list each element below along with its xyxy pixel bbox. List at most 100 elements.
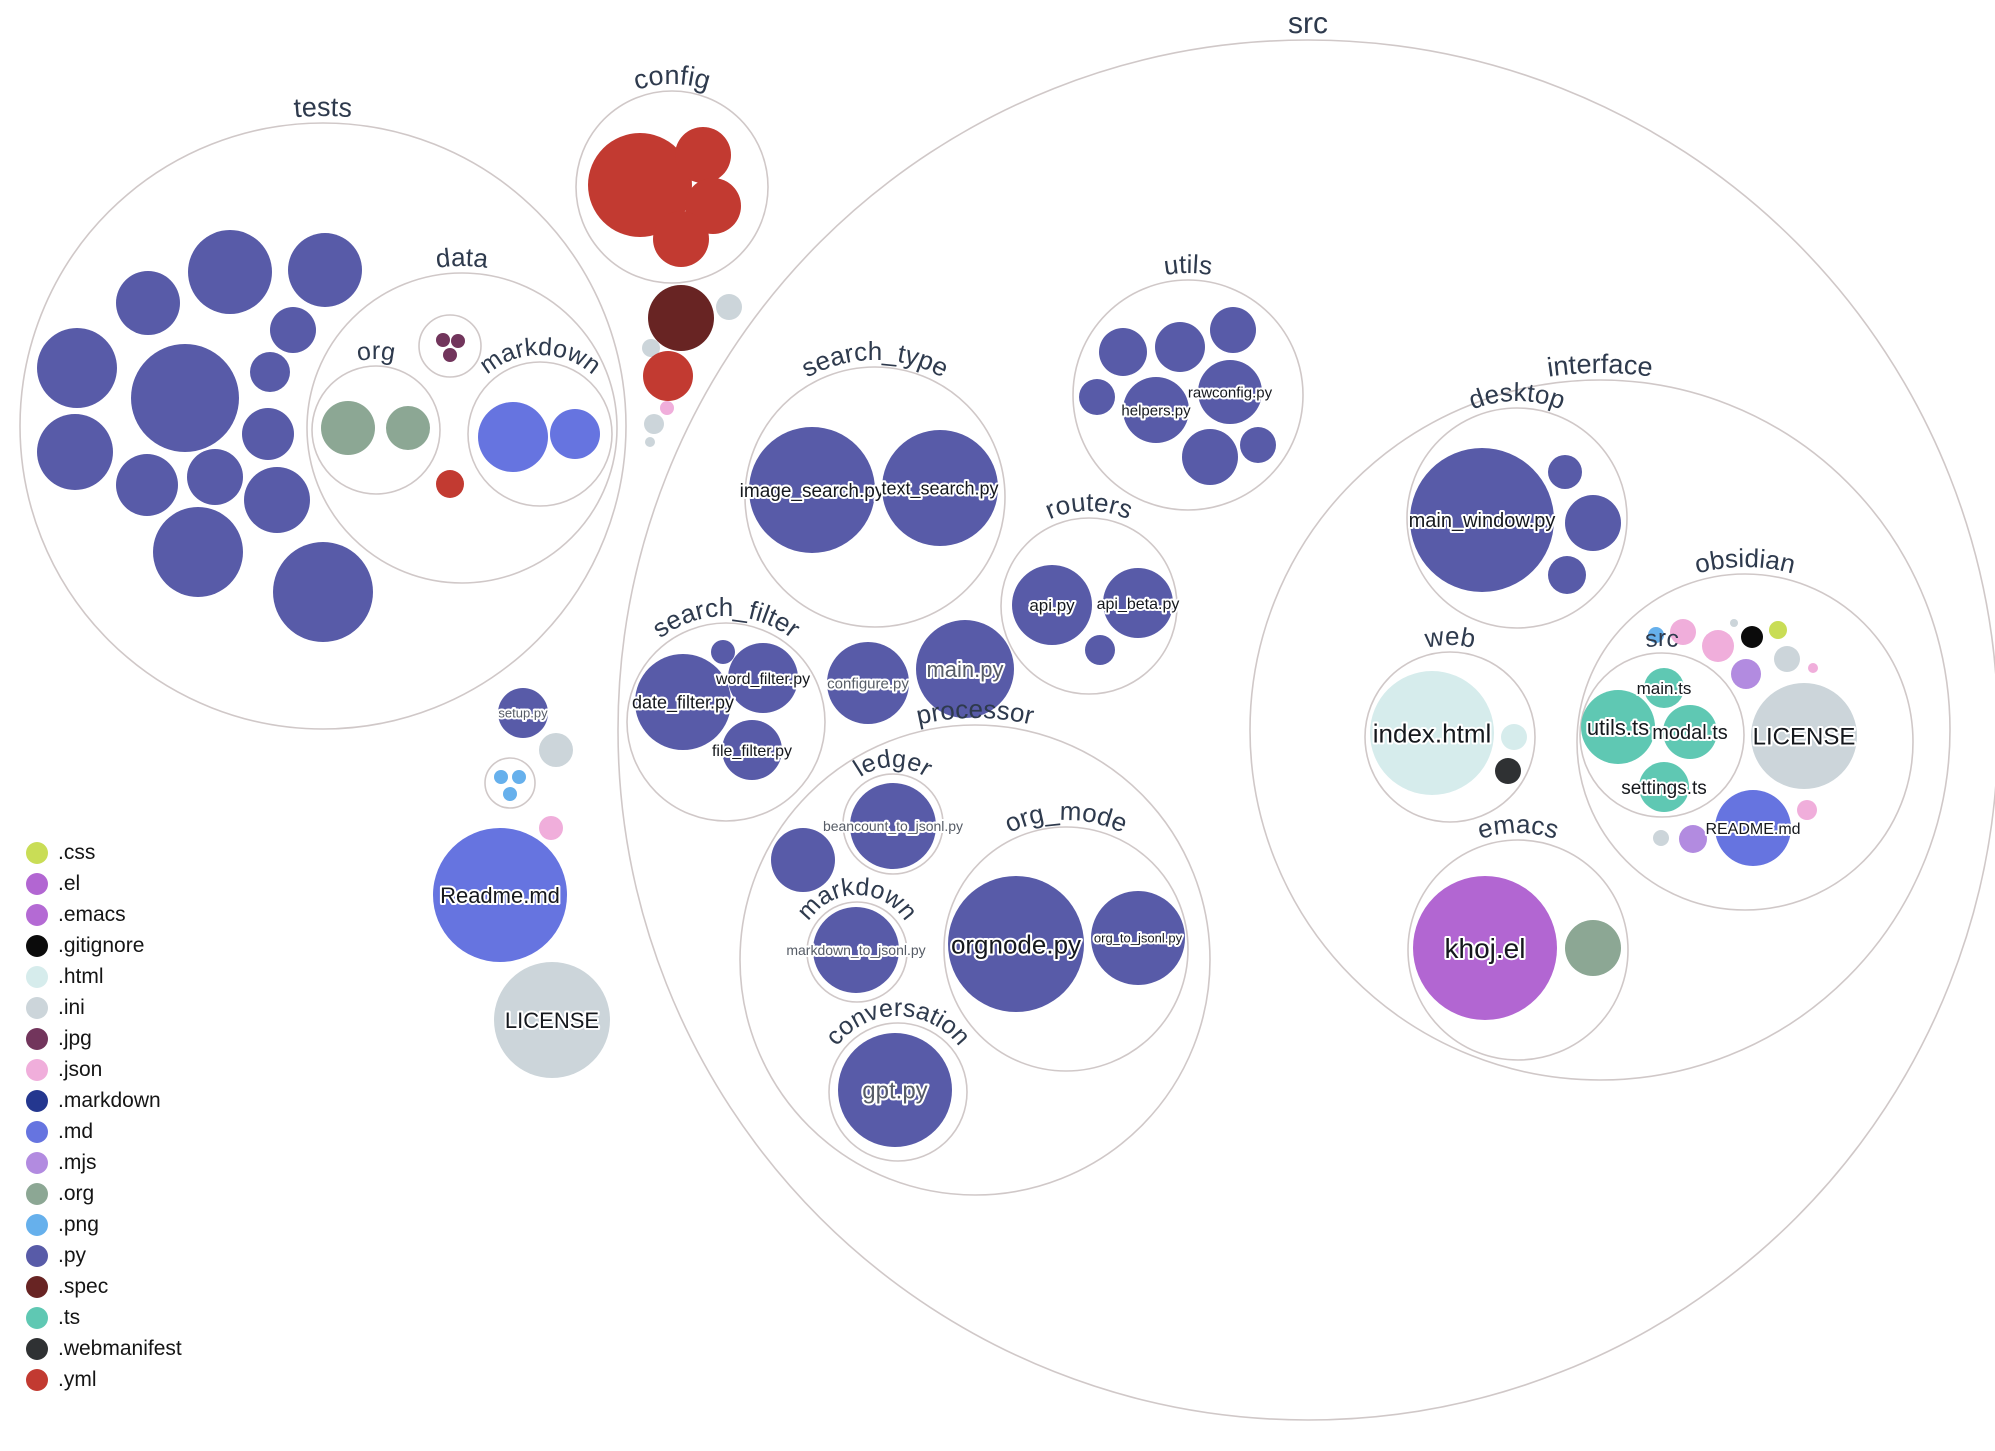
file-circle-main_window.py bbox=[1410, 448, 1554, 592]
directory-label-interface: interface bbox=[1545, 349, 1654, 383]
file-circle-setup.py bbox=[498, 688, 548, 738]
legend-label: .py bbox=[58, 1244, 87, 1267]
legend-item-markdown: .markdown bbox=[26, 1089, 182, 1112]
file-circle-ini-file bbox=[716, 294, 742, 320]
file-circle-html-file bbox=[1501, 724, 1527, 750]
legend-item-emacs: .emacs bbox=[26, 903, 182, 926]
file-circle-ini-file bbox=[642, 339, 660, 357]
legend-item-py: .py bbox=[26, 1244, 182, 1267]
file-circle-main.ts bbox=[1644, 668, 1684, 708]
file-circle-py-file bbox=[187, 449, 243, 505]
file-circle-ini-file bbox=[1730, 619, 1738, 627]
py-swatch-icon bbox=[26, 1245, 48, 1267]
legend-label: .webmanifest bbox=[58, 1337, 182, 1360]
file-circle-py-file bbox=[242, 408, 294, 460]
file-label-helpers.py: helpers.py bbox=[1121, 402, 1191, 419]
file-circle-py-file bbox=[711, 640, 735, 664]
file-circle-ini-file bbox=[1653, 830, 1669, 846]
file-label-main.py: main.py bbox=[926, 657, 1003, 682]
legend: .css .el .emacs .gitignore .html .ini .jpg .jso… bbox=[26, 841, 182, 1400]
legend-item-jpg: .jpg bbox=[26, 1027, 182, 1050]
file-circle-py-file bbox=[1085, 635, 1115, 665]
ini-swatch-icon bbox=[26, 997, 48, 1019]
file-label-image_search.py: image_search.py bbox=[740, 481, 885, 502]
legend-item-ini: .ini bbox=[26, 996, 182, 1019]
json-swatch-icon bbox=[26, 1059, 48, 1081]
legend-item-el: .el bbox=[26, 872, 182, 895]
directory-label-text-src: src bbox=[1288, 7, 1329, 40]
file-circle-Readme.md bbox=[433, 828, 567, 962]
file-circle-json-file bbox=[1702, 630, 1734, 662]
file-circle-py-file bbox=[116, 271, 180, 335]
file-circle-ini-file bbox=[645, 437, 655, 447]
el-swatch-icon bbox=[26, 873, 48, 895]
file-circle-py-file bbox=[250, 352, 290, 392]
legend-label: .css bbox=[58, 841, 96, 864]
directory-label-text-src-obsidian: src bbox=[1644, 625, 1680, 653]
file-label-Readme.md: Readme.md bbox=[440, 883, 560, 908]
file-circle-mjs-file bbox=[1679, 825, 1707, 853]
file-circle-py-file bbox=[244, 467, 310, 533]
css-swatch-icon bbox=[26, 842, 48, 864]
file-label-api.py: api.py bbox=[1029, 596, 1075, 615]
file-circle-beancount_to_jsonl.py bbox=[850, 783, 936, 869]
file-label-orgnode.py: orgnode.py bbox=[951, 929, 1081, 959]
md-swatch-icon bbox=[26, 1121, 48, 1143]
spec-swatch-icon bbox=[26, 1276, 48, 1298]
file-circle-py-file bbox=[116, 454, 178, 516]
file-circle-json-file bbox=[539, 816, 563, 840]
file-label-README.md: README.md bbox=[1705, 821, 1800, 838]
file-label-setup.py: setup.py bbox=[498, 706, 548, 721]
file-circle-py-file bbox=[1079, 379, 1115, 415]
file-label-settings.ts: settings.ts bbox=[1621, 778, 1707, 799]
file-circle-settings.ts bbox=[1639, 762, 1689, 812]
legend-label: .mjs bbox=[58, 1151, 97, 1174]
file-circle-modal.ts bbox=[1663, 705, 1717, 759]
file-circle-png-file bbox=[494, 770, 508, 784]
file-circle-json-file bbox=[1808, 663, 1818, 673]
file-circle-jpg-file bbox=[451, 334, 465, 348]
file-circle-helpers.py bbox=[1123, 377, 1189, 443]
file-circle-gpt.py bbox=[838, 1033, 952, 1147]
file-circle-org-file bbox=[321, 401, 375, 455]
file-circle-md-file bbox=[478, 402, 548, 472]
file-circle-py-file bbox=[771, 828, 835, 892]
file-circle-api.py bbox=[1012, 565, 1092, 645]
legend-label: .spec bbox=[58, 1275, 109, 1298]
file-label-text_search.py: text_search.py bbox=[881, 478, 998, 499]
file-circle-jpg-file bbox=[443, 348, 457, 362]
legend-item-webmanifest: .webmanifest bbox=[26, 1337, 182, 1360]
html-swatch-icon bbox=[26, 966, 48, 988]
directory-label-data: data bbox=[434, 242, 490, 274]
legend-label: .el bbox=[58, 872, 81, 895]
file-circle-yml-file bbox=[653, 211, 709, 267]
file-circle-py-file bbox=[37, 328, 117, 408]
file-label-index.html: index.html bbox=[1373, 718, 1492, 748]
legend-label: .json bbox=[58, 1058, 103, 1081]
mjs-swatch-icon bbox=[26, 1152, 48, 1174]
legend-label: .jpg bbox=[58, 1027, 92, 1050]
file-circle-ini-file bbox=[539, 733, 573, 767]
file-label-LICENSE: LICENSE bbox=[1753, 724, 1856, 751]
directory-label-text-tests: tests bbox=[293, 92, 353, 123]
directory-label-src-obsidian: src bbox=[1644, 625, 1680, 653]
file-label-file_filter.py: file_filter.py bbox=[712, 743, 792, 760]
file-circle-py-file bbox=[188, 230, 272, 314]
file-circle-yml-file bbox=[675, 127, 731, 183]
file-circle-py-file bbox=[288, 233, 362, 307]
legend-label: .md bbox=[58, 1120, 94, 1143]
file-label-markdown_to_jsonl.py: markdown_to_jsonl.py bbox=[786, 942, 925, 958]
file-circle-py-file bbox=[270, 307, 316, 353]
file-circle-main.py bbox=[916, 620, 1014, 718]
directory-label-web: web bbox=[1422, 621, 1478, 654]
file-circle-py-file bbox=[1182, 429, 1238, 485]
file-circle-README.md bbox=[1715, 790, 1791, 866]
file-circle-org-file bbox=[1565, 920, 1621, 976]
file-circle-markdown_to_jsonl.py bbox=[813, 907, 899, 993]
file-label-api_beta.py: api_beta.py bbox=[1097, 596, 1180, 613]
file-circle-yml-file bbox=[643, 351, 693, 401]
file-label-word_filter.py: word_filter.py bbox=[715, 671, 810, 688]
file-circle-spec-file bbox=[648, 285, 714, 351]
